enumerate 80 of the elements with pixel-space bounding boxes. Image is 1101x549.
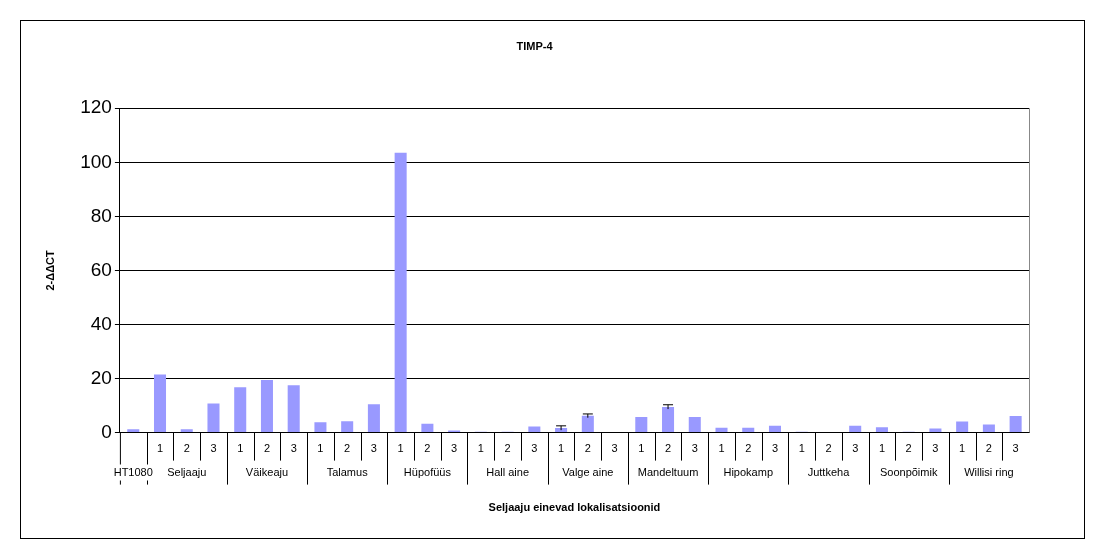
x-tick-label: 2 — [424, 442, 431, 455]
x-tick-label: 2 — [344, 442, 351, 455]
text: Talamus — [326, 465, 369, 478]
x-tick-label: 3 — [1012, 442, 1019, 455]
x-tick-label: 1 — [558, 442, 565, 455]
x-tick-label: 3 — [771, 442, 779, 455]
bar — [287, 385, 300, 433]
text: Willisi ring — [964, 465, 1014, 478]
bar — [688, 416, 701, 433]
x-tick-label: 3 — [451, 442, 458, 455]
bar — [314, 422, 327, 433]
bar — [180, 429, 193, 433]
x-tick-label: 2 — [263, 442, 271, 455]
x-tick-label: 2 — [745, 442, 752, 455]
x-tick-label: 1 — [317, 442, 324, 455]
x-tick-label: 1 — [156, 442, 164, 455]
y-tick-label: 100 — [80, 150, 112, 172]
x-tick-label: 3 — [932, 442, 939, 455]
text: Hipokamp — [723, 465, 774, 478]
x-tick-label: 3 — [370, 442, 377, 455]
y-tick-label: 0 — [101, 420, 112, 442]
bar — [367, 404, 380, 433]
x-tick-label: 2 — [825, 442, 832, 455]
chart-title: TIMP-4 — [516, 39, 554, 52]
x-tick-label: 2 — [183, 442, 190, 455]
x-tick-label: 1 — [718, 442, 725, 455]
x-tick-label: 1 — [638, 442, 645, 455]
bar — [849, 425, 862, 433]
x-tick-label: 3 — [691, 442, 698, 455]
text: Hüpofüüs — [403, 465, 452, 478]
x-tick-label: 3 — [611, 442, 618, 455]
x-tick-label: 1 — [397, 442, 404, 455]
x-tick-label: 3 — [290, 442, 297, 455]
text: Seljaaju — [167, 465, 207, 478]
bar — [234, 387, 247, 433]
text: Soonpõimik — [879, 465, 938, 478]
bar — [956, 421, 969, 433]
bar — [394, 152, 407, 433]
bar — [768, 425, 781, 433]
bar — [153, 374, 167, 433]
bar — [581, 415, 594, 433]
y-tick-label: 120 — [80, 96, 112, 118]
x-tick-label: 3 — [531, 442, 538, 455]
bar — [421, 423, 434, 433]
x-tick-label: 2 — [584, 442, 591, 455]
x-tick-label: 1 — [798, 442, 805, 455]
y-tick-label: 60 — [90, 258, 112, 280]
bar — [662, 406, 675, 433]
x-tick-label: 1 — [237, 442, 244, 455]
bar — [1009, 416, 1022, 433]
text: Väikeaju — [245, 465, 289, 478]
bar — [260, 379, 273, 433]
text: Hall aine — [486, 465, 530, 478]
text: Juttkeha — [807, 465, 851, 478]
bar — [207, 403, 220, 433]
x-tick-label: 3 — [210, 442, 217, 455]
y-tick-label: 20 — [90, 366, 112, 388]
y-tick-label: 40 — [90, 312, 112, 334]
x-tick-label: 2 — [664, 442, 672, 455]
text: HT1080 — [113, 465, 153, 478]
bar — [742, 427, 755, 433]
bar — [528, 426, 541, 433]
x-tick-label: 1 — [477, 442, 484, 455]
x-tick-label: 2 — [504, 442, 511, 455]
x-tick-label: 2 — [905, 442, 912, 455]
x-tick-label: 1 — [959, 442, 966, 455]
y-tick-label: 80 — [90, 204, 112, 226]
bar — [715, 427, 728, 433]
bar — [982, 424, 995, 433]
x-tick-label: 2 — [985, 442, 992, 455]
bar — [875, 427, 888, 433]
bar — [341, 421, 354, 433]
text: Valge aine — [562, 465, 614, 478]
x-tick-label: 3 — [852, 442, 859, 455]
bar — [127, 429, 140, 433]
text: Mandeltuum — [637, 465, 699, 478]
x-axis-title: Seljaaju einevad lokalisatsioonid — [488, 501, 661, 514]
bar — [635, 416, 648, 433]
x-tick-label: 1 — [878, 442, 885, 455]
y-axis-title: 2-ΔΔCT — [43, 250, 56, 291]
